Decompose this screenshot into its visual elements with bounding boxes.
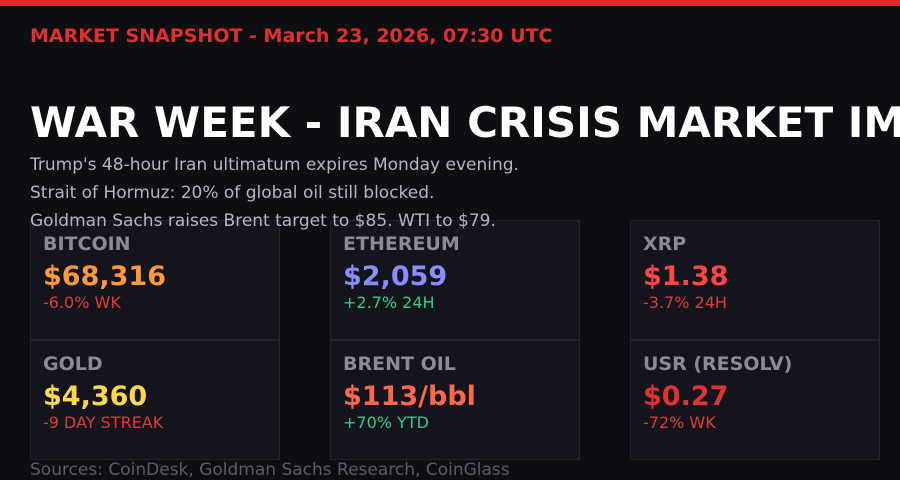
metric-change: -3.7% 24H xyxy=(643,293,727,312)
headline: WAR WEEK - IRAN CRISIS MARKET IM xyxy=(30,98,900,147)
metric-label: BITCOIN xyxy=(43,233,131,255)
metric-value: $2,059 xyxy=(343,261,448,292)
metric-card: ETHEREUM $2,059 +2.7% 24H xyxy=(330,220,580,340)
summary-line: Goldman Sachs raises Brent target to $85… xyxy=(30,211,496,231)
top-bar xyxy=(0,0,900,6)
metric-label: XRP xyxy=(643,233,687,255)
snapshot-label: MARKET SNAPSHOT - March 23, 2026, 07:30 … xyxy=(30,25,553,47)
metric-value: $4,360 xyxy=(43,381,148,412)
metric-card: GOLD $4,360 -9 DAY STREAK xyxy=(30,340,280,460)
metric-change: -72% WK xyxy=(643,413,716,432)
metric-card: BITCOIN $68,316 -6.0% WK xyxy=(30,220,280,340)
metric-value: $1.38 xyxy=(643,261,729,292)
metric-card: XRP $1.38 -3.7% 24H xyxy=(630,220,880,340)
metric-value: $68,316 xyxy=(43,261,166,292)
summary-line: Strait of Hormuz: 20% of global oil stil… xyxy=(30,183,435,203)
metric-card: BRENT OIL $113/bbl +70% YTD xyxy=(330,340,580,460)
metric-label: GOLD xyxy=(43,353,103,375)
metric-card: USR (RESOLV) $0.27 -72% WK xyxy=(630,340,880,460)
metric-label: USR (RESOLV) xyxy=(643,353,793,375)
metric-change: +70% YTD xyxy=(343,413,429,432)
metric-change: +2.7% 24H xyxy=(343,293,435,312)
metric-label: ETHEREUM xyxy=(343,233,460,255)
metric-change: -6.0% WK xyxy=(43,293,121,312)
sources: Sources: CoinDesk, Goldman Sachs Researc… xyxy=(30,460,510,480)
metric-value: $113/bbl xyxy=(343,381,476,412)
metric-label: BRENT OIL xyxy=(343,353,456,375)
summary-line: Trump's 48-hour Iran ultimatum expires M… xyxy=(30,155,519,175)
metric-change: -9 DAY STREAK xyxy=(43,413,164,432)
metric-value: $0.27 xyxy=(643,381,729,412)
